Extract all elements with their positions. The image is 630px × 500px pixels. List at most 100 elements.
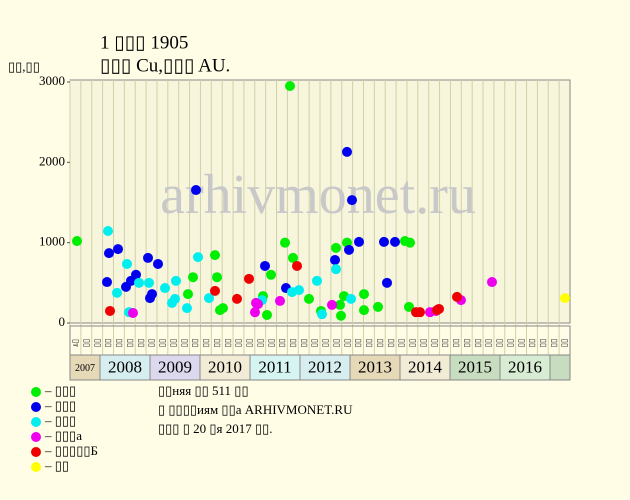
point [170,293,180,304]
column-label: ▯▯ [267,339,276,348]
point [373,301,383,312]
point [346,293,356,304]
point [330,254,340,265]
column-label: ▯▯ [365,339,374,348]
point [212,272,222,283]
point [72,236,82,247]
note: ▯ ▯▯▯▯иям ▯▯а ARHIVMONET.RU [158,402,353,417]
year-label: 2008 [108,357,142,376]
column-label: ▯▯ [213,339,222,348]
point [105,305,115,316]
legend-marker [31,387,41,397]
column-label: ▯▯ [343,339,352,348]
year-band [69,354,101,381]
column-label: ▯▯ [463,339,472,348]
point [405,237,415,248]
point [153,258,163,269]
point [292,260,302,271]
year-label: 2016 [508,357,542,376]
point [266,269,276,280]
point [359,289,369,300]
point [285,81,295,92]
point [354,236,364,247]
y-tick-label: 0 [59,314,66,329]
column-label: ▯▯ [235,339,244,348]
column-label: ▯▯ [322,339,331,348]
column-label: ▯т [72,339,81,347]
column-label: ▯▯ [202,339,211,348]
point [404,301,414,312]
y-tick-label: 1000 [39,234,65,249]
year-band [399,354,451,381]
legend-marker [31,447,41,457]
column-label: ▯▯ [115,339,124,348]
legend-label: – ▯▯▯ [44,413,76,428]
point [327,299,337,310]
column-label: ▯▯ [376,339,385,348]
point [122,258,132,269]
point [312,275,322,286]
column-label: ▯▯ [419,339,428,348]
column-label: ▯▯ [561,339,570,348]
column-label: ▯▯ [256,339,265,348]
point [128,307,138,318]
legend-marker [31,462,41,472]
point [250,307,260,318]
point [560,293,570,304]
point [280,237,290,248]
point [382,277,392,288]
column-label: ▯▯ [452,339,461,348]
column-label: ▯▯ [82,339,91,348]
column-label: ▯▯ [398,339,407,348]
legend-label: – ▯▯▯▯▯Б [44,443,98,458]
column-label: ▯▯ [93,339,102,348]
point [112,287,122,298]
point [131,269,141,280]
point [359,305,369,316]
point [104,248,114,259]
column-label: ▯▯ [496,339,505,348]
column-label: ▯▯ [148,339,157,348]
point [171,275,181,286]
column-label: ▯▯ [137,339,146,348]
watermark: arhivmonet.ru [160,164,476,226]
column-label: ▯▯ [159,339,168,348]
point [344,244,354,255]
year-band [99,354,151,381]
point [288,252,298,263]
column-label: ▯▯ [528,339,537,348]
note: ▯▯няя ▯▯ 511 ▯▯ [158,383,249,398]
point [304,293,314,304]
column-label: ▯▯ [485,339,494,348]
point [342,146,352,157]
column-label: ▯▯ [441,339,450,348]
column-label: ▯▯ [506,339,515,348]
point [390,236,400,247]
point [160,283,170,294]
point [331,264,341,275]
year-label: 2011 [258,357,291,376]
column-label: ▯▯ [409,339,418,348]
y-axis-label: ▯▯,▯▯ [8,59,40,74]
column-label: ▯▯ [430,339,439,348]
point [244,273,254,284]
year-band [149,354,201,381]
year-label: 2014 [408,357,443,376]
point [113,244,123,255]
legend-label: – ▯▯▯ [44,383,76,398]
point [143,252,153,263]
point [188,272,198,283]
point [210,285,220,296]
point [294,285,304,296]
column-label: ▯▯ [550,339,559,348]
point [275,295,285,306]
point [415,307,425,318]
legend-marker [31,417,41,427]
legend-label: – ▯▯▯а [44,428,82,443]
year-label: 2007 [75,363,95,374]
point [232,293,242,304]
legend-marker [31,402,41,412]
column-label: ▯▯ [191,339,200,348]
